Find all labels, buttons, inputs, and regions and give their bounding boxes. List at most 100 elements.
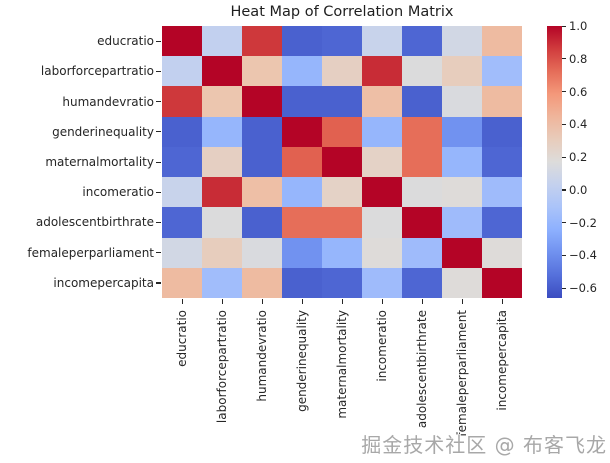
colorbar-tick-label: −0.6 (569, 281, 597, 296)
x-tick-mark (421, 299, 423, 304)
x-tick-label: genderinequality (295, 310, 309, 412)
x-tick-label: laborforcepartratio (215, 310, 229, 424)
heatmap-cell (482, 146, 522, 178)
heatmap-cell (402, 146, 442, 178)
heatmap-cell (162, 56, 202, 87)
colorbar-tick-label: −0.2 (569, 215, 597, 230)
y-tick-label: laborforcepartratio (40, 64, 154, 79)
y-tick-label: incomepercapita (53, 275, 154, 290)
heatmap-cell (242, 116, 282, 147)
y-tick-mark (156, 70, 161, 73)
x-tick-mark (381, 299, 383, 304)
heatmap-cell (442, 146, 482, 178)
colorbar-tick-mark (562, 156, 566, 158)
heatmap-cell (202, 26, 242, 57)
heatmap-cell (322, 116, 362, 147)
heatmap-cell (282, 207, 322, 238)
x-tick-label: maternalmortality (335, 310, 349, 419)
heatmap-cell (242, 177, 282, 208)
heatmap-cell (322, 207, 362, 238)
heatmap-cell (442, 116, 482, 147)
heatmap-cell (322, 177, 362, 208)
heatmap-cell (482, 56, 522, 87)
y-tick-mark (156, 282, 161, 284)
watermark: 掘金技术社区 @ 布客飞龙 (361, 433, 607, 457)
heatmap-cell (402, 116, 442, 147)
heatmap-cell (482, 86, 522, 117)
heatmap-cell (282, 237, 322, 268)
x-tick-mark (301, 299, 303, 304)
heatmap-cell (202, 56, 242, 87)
x-tick-mark (221, 299, 223, 304)
heatmap-cell (362, 237, 402, 268)
colorbar-tick-label: −0.4 (569, 248, 597, 263)
heatmap-cell (322, 86, 362, 117)
colorbar-tick-mark (562, 222, 566, 224)
heatmap-cell (362, 267, 402, 298)
heatmap-cell (282, 177, 322, 208)
heatmap-cell (442, 177, 482, 208)
heatmap-cell (402, 26, 442, 57)
colorbar-tick-mark (562, 189, 566, 191)
heatmap-cell (242, 56, 282, 87)
heatmap-cell (282, 267, 322, 298)
y-tick-mark (156, 221, 161, 224)
x-tick-mark (341, 299, 343, 304)
x-tick-mark (501, 299, 503, 304)
heatmap-cell (362, 56, 402, 87)
y-tick-label: humandevratio (62, 94, 154, 109)
heatmap-cell (362, 207, 402, 238)
heatmap-cell (242, 86, 282, 117)
heatmap-cell (482, 177, 522, 208)
y-tick-label: adolescentbirthrate (35, 215, 154, 230)
heatmap-cell (242, 146, 282, 178)
heatmap-cell (362, 177, 402, 208)
heatmap-cell (162, 207, 202, 238)
heatmap-cell (362, 146, 402, 178)
heatmap-cell (442, 56, 482, 87)
colorbar-tick-mark (562, 287, 566, 289)
heatmap-cell (442, 26, 482, 57)
y-tick-mark (156, 191, 161, 193)
heatmap-cell (322, 267, 362, 298)
heatmap-cell (402, 207, 442, 238)
y-tick-mark (156, 40, 161, 42)
heatmap-grid (162, 26, 522, 298)
heatmap-cell (282, 116, 322, 147)
x-tick-mark (261, 299, 263, 304)
colorbar-tick-mark (562, 25, 566, 27)
colorbar (547, 26, 562, 298)
x-tick-mark (181, 299, 183, 304)
heatmap-cell (162, 26, 202, 57)
heatmap-cell (402, 56, 442, 87)
colorbar-tick-mark (562, 58, 566, 60)
y-tick-mark (156, 161, 161, 163)
colorbar-tick-label: 0.0 (569, 182, 588, 197)
heatmap-cell (442, 86, 482, 117)
heatmap-cell (162, 116, 202, 147)
heatmap-cell (442, 237, 482, 268)
heatmap-cell (242, 237, 282, 268)
heatmap-cell (202, 146, 242, 178)
heatmap-cell (162, 177, 202, 208)
y-tick-label: educratio (97, 34, 154, 49)
heatmap-cell (402, 177, 442, 208)
heatmap-cell (202, 86, 242, 117)
heatmap-cell (322, 56, 362, 87)
y-tick-mark (156, 101, 161, 103)
heatmap-cell (242, 267, 282, 298)
heatmap-cell (362, 26, 402, 57)
colorbar-tick-label: 0.4 (569, 117, 588, 132)
heatmap-cell (402, 237, 442, 268)
chart-title: Heat Map of Correlation Matrix (230, 4, 454, 20)
colorbar-tick-mark (562, 91, 566, 93)
heatmap-cell (442, 267, 482, 298)
y-tick-mark (156, 252, 161, 254)
x-tick-label: educratio (175, 310, 189, 367)
heatmap-cell (482, 237, 522, 268)
colorbar-tick-mark (562, 123, 566, 125)
heatmap-cell (482, 267, 522, 298)
heatmap-cell (202, 237, 242, 268)
y-tick-mark (156, 131, 161, 133)
